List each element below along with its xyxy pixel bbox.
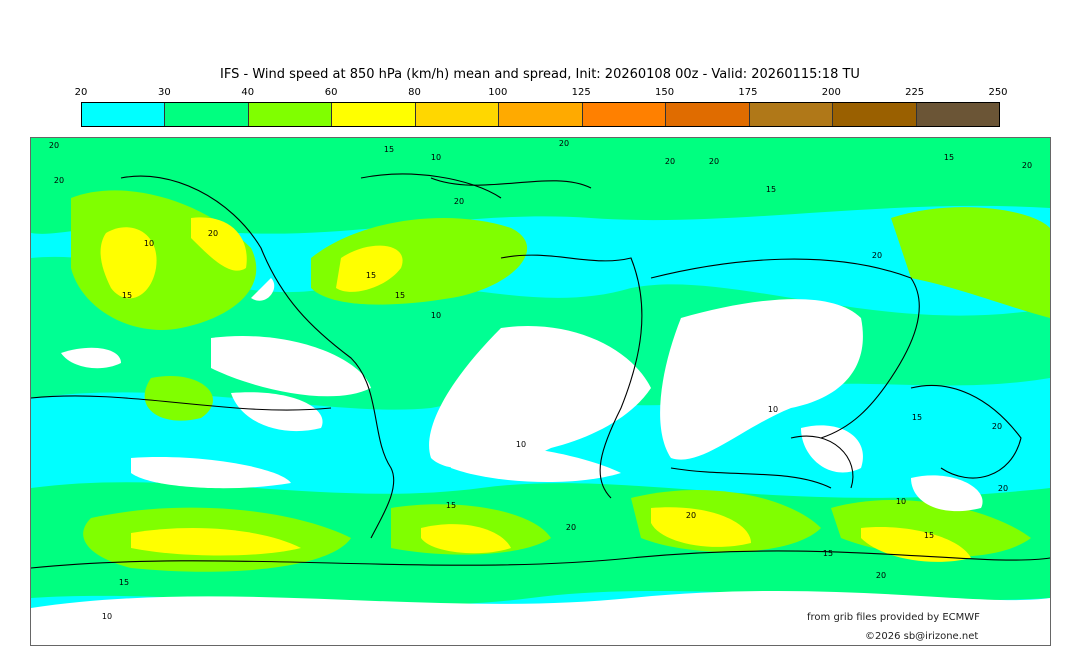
colorbar-segment [916,103,999,126]
contour-label: 20 [54,176,64,185]
contour-label: 20 [49,141,59,150]
data-source-credit: from grib files provided by ECMWF [807,612,980,623]
contour-label: 10 [102,612,112,621]
contour-label: 15 [366,271,376,280]
colorbar-tick-label: 125 [571,87,591,98]
colorbar-segment [332,103,416,126]
contour-label: 15 [122,291,132,300]
map-canvas: 20 15 10 20 20 20 15 15 20 20 20 10 15 20 15 15 20 10 10 10… [31,138,1050,645]
contour-label: 20 [665,157,675,166]
colorbar-segment [165,103,249,126]
contour-label: 10 [431,311,441,320]
colorbar-tick-label: 30 [157,87,171,98]
contour-label: 10 [896,497,906,506]
contour-label: 15 [119,578,129,587]
contour-label: 15 [924,531,934,540]
contour-label: 20 [709,157,719,166]
contour-label: 20 [208,229,218,238]
map-title: IFS - Wind speed at 850 hPa (km/h) mean … [220,67,860,82]
colorbar-tick-label: 250 [988,87,1008,98]
contour-label: 15 [912,413,922,422]
colorbar-tick-label: 100 [488,87,508,98]
contour-label: 20 [1022,161,1032,170]
colorbar-segment [749,103,834,126]
contour-label: 15 [944,153,954,162]
wind-speed-map: 20 15 10 20 20 20 15 15 20 20 20 10 15 20 15 15 20 10 10 10… [30,137,1051,646]
contour-label: 10 [431,153,441,162]
contour-label: 15 [823,549,833,558]
colorbar-tick-label: 20 [74,87,88,98]
calm-areas-white [31,278,1050,645]
yellow-bands [100,217,971,562]
copyright-credit: ©2026 sb@irizone.net [865,631,979,642]
colorbar-segment [666,103,750,126]
colorbar-tick-label: 150 [654,87,675,98]
colorbar-segment [415,103,500,126]
colorbar [81,102,1000,127]
contour-label: 15 [384,145,394,154]
colorbar-tick-label: 80 [408,87,421,98]
colorbar-tick-label: 60 [324,87,338,98]
contour-label: 10 [768,405,778,414]
colorbar-tick-label: 40 [241,87,255,98]
colorbar-tick-label: 200 [821,87,841,98]
contour-label: 20 [992,422,1002,431]
colorbar-segment [582,103,667,126]
contour-label: 10 [516,440,526,449]
contour-label: 15 [395,291,405,300]
coastline-contours [31,173,1050,569]
contour-label: 10 [144,239,154,248]
contour-label: 15 [446,501,456,510]
contour-label: 20 [876,571,886,580]
colorbar-segment [82,103,166,126]
contour-label: 20 [998,484,1008,493]
contour-label: 20 [559,139,569,148]
colorbar-segment [248,103,333,126]
contour-label: 20 [686,511,696,520]
contour-label: 15 [766,185,776,194]
contour-labels: 20 15 10 20 20 20 15 15 20 20 20 10 15 20 15 15 20 10 10 10… [49,139,1032,621]
colorbar-segment [499,103,583,126]
colorbar-segment [833,103,917,126]
colorbar-tick-label: 175 [738,87,758,98]
contour-label: 20 [454,197,464,206]
contour-label: 20 [872,251,882,260]
contour-label: 20 [566,523,576,532]
colorbar-tick-label: 225 [905,87,925,98]
